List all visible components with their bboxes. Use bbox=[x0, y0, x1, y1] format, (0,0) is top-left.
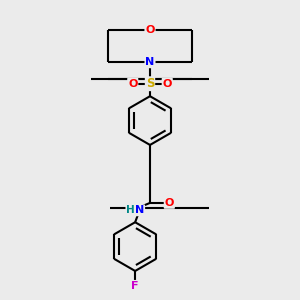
Text: O: O bbox=[145, 25, 155, 34]
Text: N: N bbox=[146, 57, 154, 67]
Text: F: F bbox=[131, 281, 139, 291]
Text: H: H bbox=[126, 205, 135, 215]
Text: O: O bbox=[163, 79, 172, 89]
Text: S: S bbox=[146, 77, 154, 90]
Text: O: O bbox=[128, 79, 137, 89]
Text: N: N bbox=[135, 205, 144, 215]
Text: O: O bbox=[165, 198, 174, 208]
